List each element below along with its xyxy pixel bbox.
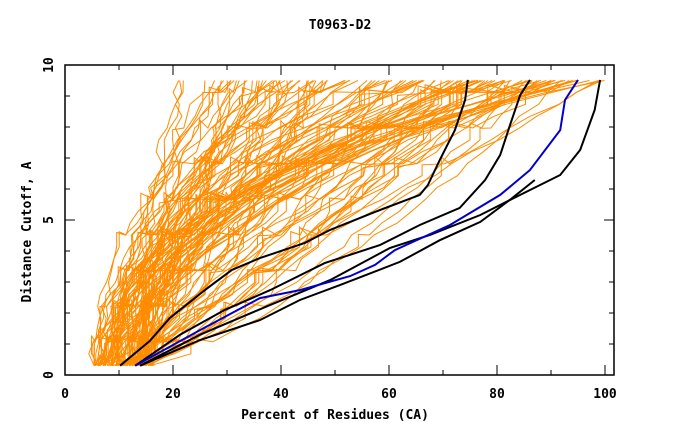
x-tick-label: 40 — [273, 387, 289, 402]
model-curve — [115, 80, 388, 367]
model-curve — [114, 80, 425, 366]
model-curve — [140, 80, 368, 366]
x-axis-ticks: 0 20 40 60 80 100 — [61, 65, 617, 402]
model-curve — [131, 80, 315, 366]
model-curve — [97, 80, 286, 366]
model-curve — [141, 80, 246, 366]
model-curve — [121, 80, 281, 367]
series-black-4 — [139, 179, 536, 367]
model-curve — [136, 80, 542, 366]
model-curve — [99, 80, 454, 366]
model-curve — [129, 80, 475, 366]
series-black-1 — [119, 79, 469, 367]
y-axis-label: Distance Cutoff, A — [20, 161, 35, 302]
chart-title: T0963-D2 — [309, 18, 372, 33]
x-tick-label: 0 — [61, 387, 69, 402]
x-tick-label: 20 — [165, 387, 181, 402]
background-model-curves — [88, 80, 605, 367]
model-curve — [129, 80, 345, 366]
model-curve — [136, 80, 183, 366]
y-axis-ticks: 0 5 10 — [42, 57, 614, 379]
model-curve — [135, 80, 284, 367]
model-curve — [109, 80, 216, 366]
model-curve — [95, 80, 414, 366]
model-curve — [147, 80, 240, 366]
model-curve — [97, 80, 373, 366]
series-blue — [134, 79, 579, 367]
model-curve — [150, 80, 538, 367]
model-curve — [116, 80, 533, 367]
highlighted-curves — [119, 79, 602, 367]
x-tick-label: 100 — [593, 387, 617, 402]
model-curve — [111, 80, 527, 367]
model-curve — [116, 80, 235, 366]
y-tick-label: 5 — [42, 216, 57, 224]
x-tick-label: 60 — [381, 387, 397, 402]
model-curve — [141, 80, 463, 367]
series-black-2 — [134, 79, 531, 367]
model-curve — [105, 80, 258, 366]
y-tick-label: 0 — [42, 371, 57, 379]
x-tick-label: 80 — [489, 387, 505, 402]
model-curve — [104, 80, 563, 366]
y-tick-label: 10 — [42, 57, 57, 73]
model-curve — [98, 80, 292, 367]
model-curve — [122, 80, 540, 367]
model-curve — [133, 80, 273, 366]
model-curve — [131, 80, 229, 366]
model-curve — [91, 80, 346, 366]
series-black-3 — [139, 79, 602, 367]
model-curve — [127, 80, 301, 366]
model-curve — [129, 80, 260, 366]
model-curve — [93, 80, 245, 367]
model-curve — [146, 80, 328, 366]
model-curve — [111, 80, 506, 366]
model-curve — [120, 80, 578, 366]
model-curve — [125, 80, 570, 366]
model-curve — [110, 80, 552, 366]
model-curve — [139, 80, 328, 367]
model-curve — [115, 80, 206, 366]
x-axis-label: Percent of Residues (CA) — [241, 408, 429, 423]
model-curve — [122, 80, 481, 366]
model-curve — [134, 80, 436, 366]
